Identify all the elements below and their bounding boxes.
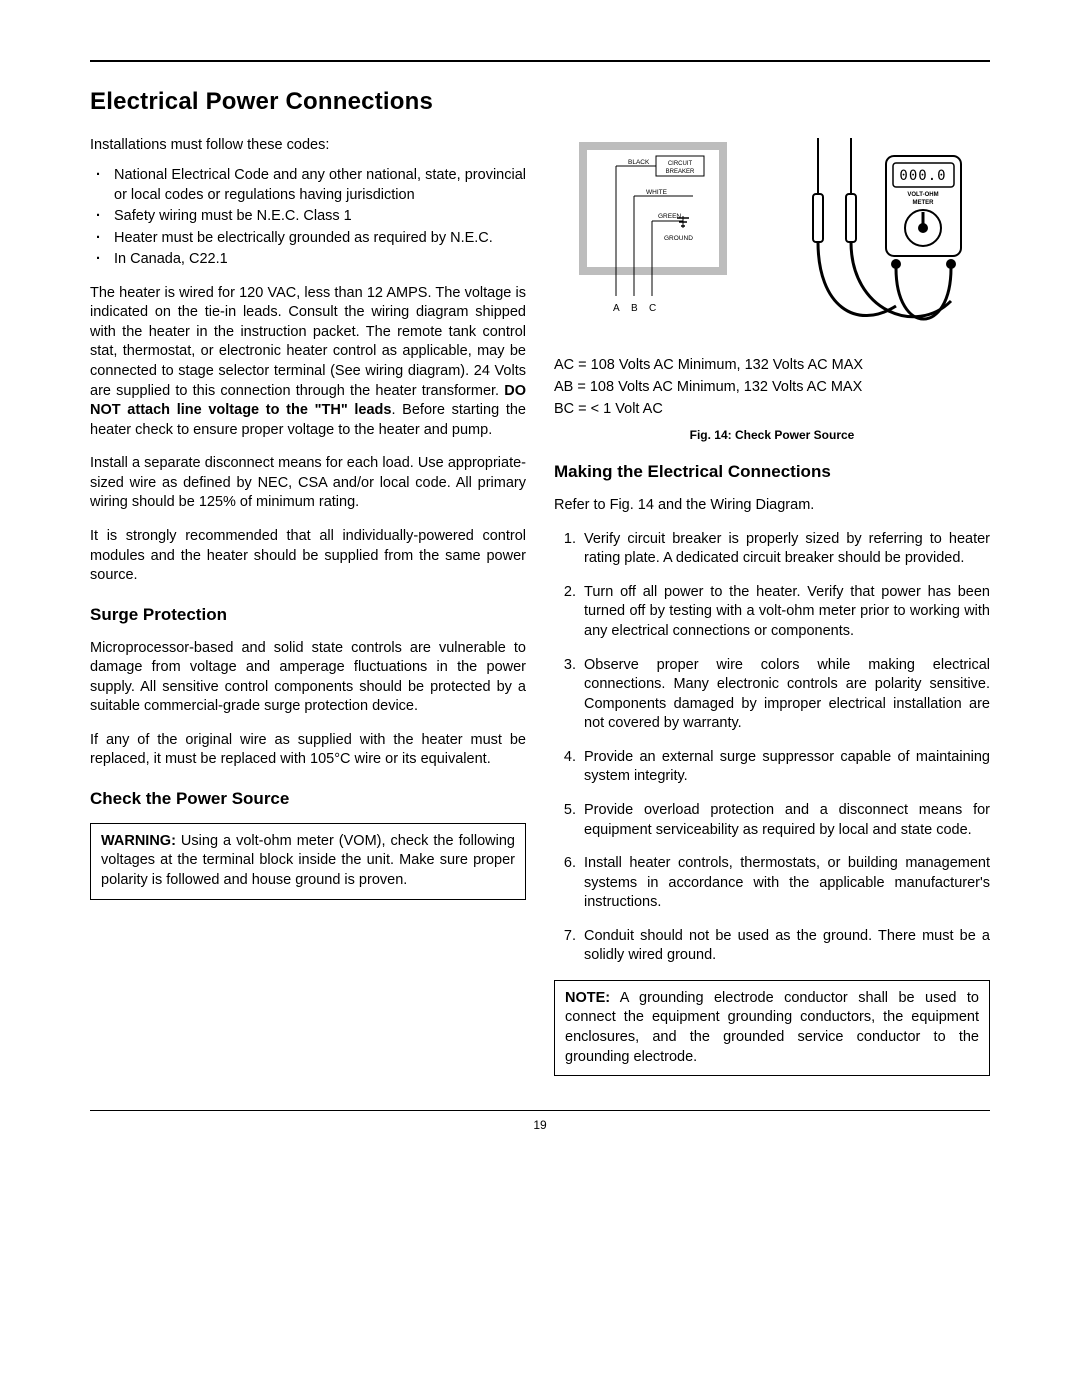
volt-ab: AB = 108 Volts AC Minimum, 132 Volts AC … — [554, 378, 990, 398]
circuit-label: CIRCUIT — [668, 161, 693, 167]
white-label: WHITE — [646, 189, 668, 196]
meter-label-2: METER — [913, 200, 935, 206]
two-column-layout: Installations must follow these codes: N… — [90, 136, 990, 1090]
body-para-2: Install a separate disconnect means for … — [90, 454, 526, 513]
green-label: GREEN — [658, 213, 681, 220]
step-item: Observe proper wire colors while making … — [580, 656, 990, 734]
note-label: NOTE: — [565, 990, 610, 1006]
label-a: A — [613, 303, 620, 314]
breaker-label: BREAKER — [666, 169, 695, 175]
codes-list: National Electrical Code and any other n… — [90, 166, 526, 270]
volt-bc: BC = < 1 Volt AC — [554, 400, 990, 420]
voltage-readings: AC = 108 Volts AC Minimum, 132 Volts AC … — [554, 356, 990, 419]
volt-ohm-meter-diagram: 000.0 VOLT-OHM METER — [796, 136, 966, 346]
list-item: Heater must be electrically grounded as … — [114, 229, 526, 249]
top-rule — [90, 60, 990, 62]
list-item: In Canada, C22.1 — [114, 250, 526, 270]
list-item: Safety wiring must be N.E.C. Class 1 — [114, 207, 526, 227]
check-power-heading: Check the Power Source — [90, 788, 526, 811]
volt-ac: AC = 108 Volts AC Minimum, 132 Volts AC … — [554, 356, 990, 376]
step-item: Verify circuit breaker is properly sized… — [580, 530, 990, 569]
left-column: Installations must follow these codes: N… — [90, 136, 526, 1090]
figure-caption: Fig. 14: Check Power Source — [554, 427, 990, 443]
body-text: The heater is wired for 120 VAC, less th… — [90, 285, 526, 399]
step-item: Conduit should not be used as the ground… — [580, 927, 990, 966]
page-title: Electrical Power Connections — [90, 86, 990, 118]
list-item: National Electrical Code and any other n… — [114, 166, 526, 205]
figure-14: CIRCUIT BREAKER BLACK WHITE GREEN — [554, 136, 990, 346]
steps-list: Verify circuit breaker is properly sized… — [554, 530, 990, 966]
meter-display: 000.0 — [899, 168, 946, 184]
warning-label: WARNING: — [101, 833, 176, 849]
note-box: NOTE: A grounding electrode conductor sh… — [554, 980, 990, 1076]
body-para-1: The heater is wired for 120 VAC, less th… — [90, 284, 526, 441]
step-item: Provide overload protection and a discon… — [580, 801, 990, 840]
bottom-rule — [90, 1110, 990, 1111]
step-item: Turn off all power to the heater. Verify… — [580, 583, 990, 642]
making-intro: Refer to Fig. 14 and the Wiring Diagram. — [554, 496, 990, 516]
step-item: Install heater controls, thermostats, or… — [580, 854, 990, 913]
black-label: BLACK — [628, 159, 650, 166]
label-b: B — [631, 303, 638, 314]
terminal-block-diagram: CIRCUIT BREAKER BLACK WHITE GREEN — [578, 136, 728, 316]
meter-label-1: VOLT-OHM — [907, 192, 938, 198]
right-column: CIRCUIT BREAKER BLACK WHITE GREEN — [554, 136, 990, 1090]
surge-para-2: If any of the original wire as supplied … — [90, 731, 526, 770]
step-item: Provide an external surge suppressor cap… — [580, 748, 990, 787]
label-c: C — [649, 303, 656, 314]
warning-box: WARNING: Using a volt-ohm meter (VOM), c… — [90, 823, 526, 900]
surge-protection-heading: Surge Protection — [90, 604, 526, 627]
ground-label: GROUND — [664, 235, 693, 242]
making-connections-heading: Making the Electrical Connections — [554, 461, 990, 484]
note-body: A grounding electrode conductor shall be… — [565, 990, 979, 1065]
surge-para-1: Microprocessor-based and solid state con… — [90, 639, 526, 717]
page-number: 19 — [90, 1117, 990, 1133]
intro-text: Installations must follow these codes: — [90, 136, 526, 156]
body-para-3: It is strongly recommended that all indi… — [90, 527, 526, 586]
